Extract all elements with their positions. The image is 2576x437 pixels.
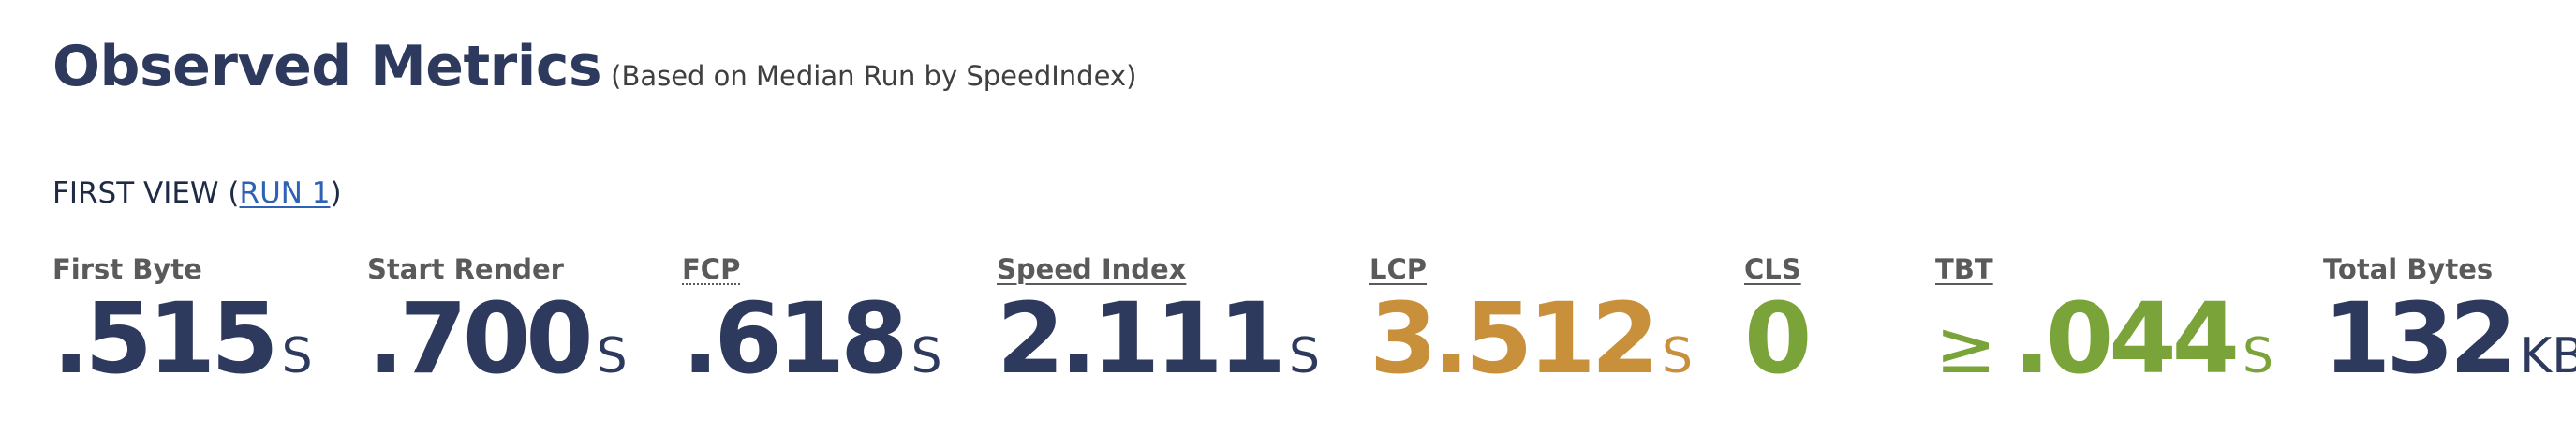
metric-value-first-byte: .515 S: [52, 287, 313, 419]
metric-lcp: LCP 3.512 S: [1369, 253, 1693, 419]
metric-unit: S: [910, 328, 942, 384]
metric-label-cls[interactable]: CLS: [1744, 253, 1801, 285]
metric-value-total-bytes: 132 KB: [2323, 287, 2576, 419]
metric-value-cls: 0: [1744, 287, 1812, 419]
metric-number: 132: [2323, 281, 2517, 396]
metric-total-bytes: Total Bytes 132 KB: [2323, 253, 2576, 419]
metric-fcp: FCP .618 S: [682, 253, 942, 419]
metric-label-tbt[interactable]: TBT: [1935, 253, 1993, 285]
metric-number: .044: [2013, 281, 2240, 396]
metric-number: 2.111: [997, 281, 1286, 396]
metric-unit: KB: [2520, 328, 2576, 384]
greater-equal-symbol: ≥: [1935, 306, 1997, 390]
first-view-suffix: ): [330, 176, 342, 210]
metric-value-speed-index: 2.111 S: [997, 287, 1320, 419]
metric-number: .515: [52, 281, 279, 396]
metric-label-speed-index[interactable]: Speed Index: [997, 253, 1187, 285]
metric-unit: S: [596, 328, 628, 384]
metric-number: 3.512: [1369, 281, 1659, 396]
metric-value-start-render: .700 S: [367, 287, 628, 419]
first-view-prefix: FIRST VIEW (: [52, 176, 240, 210]
metric-label-lcp[interactable]: LCP: [1369, 253, 1428, 285]
run-1-link[interactable]: RUN 1: [239, 176, 331, 210]
title-main: Observed Metrics: [52, 34, 602, 99]
metric-value-fcp: .618 S: [682, 287, 942, 419]
metric-tbt: TBT ≥ .044 S: [1935, 253, 2273, 419]
metric-cls: CLS 0: [1744, 253, 1812, 419]
metric-number: .700: [367, 281, 594, 396]
metric-unit: S: [281, 328, 313, 384]
metric-first-byte: First Byte .515 S: [52, 253, 313, 419]
metric-unit: S: [1288, 328, 1320, 384]
metric-label-total-bytes: Total Bytes: [2323, 253, 2494, 285]
metric-number: 0: [1744, 281, 1812, 396]
metric-number: .618: [682, 281, 909, 396]
metric-label-start-render: Start Render: [367, 253, 564, 285]
first-view-label: FIRST VIEW (RUN 1): [52, 176, 342, 210]
metric-value-lcp: 3.512 S: [1369, 287, 1693, 419]
metric-value-tbt: ≥ .044 S: [1935, 287, 2273, 419]
metric-label-fcp[interactable]: FCP: [682, 253, 741, 285]
metric-unit: S: [2242, 328, 2273, 384]
metric-unit: S: [1661, 328, 1693, 384]
metric-start-render: Start Render .700 S: [367, 253, 628, 419]
metric-label-first-byte: First Byte: [52, 253, 202, 285]
metric-speed-index: Speed Index 2.111 S: [997, 253, 1320, 419]
title-subtitle: (Based on Median Run by SpeedIndex): [611, 60, 1137, 92]
page-title: Observed Metrics (Based on Median Run by …: [52, 34, 1136, 99]
